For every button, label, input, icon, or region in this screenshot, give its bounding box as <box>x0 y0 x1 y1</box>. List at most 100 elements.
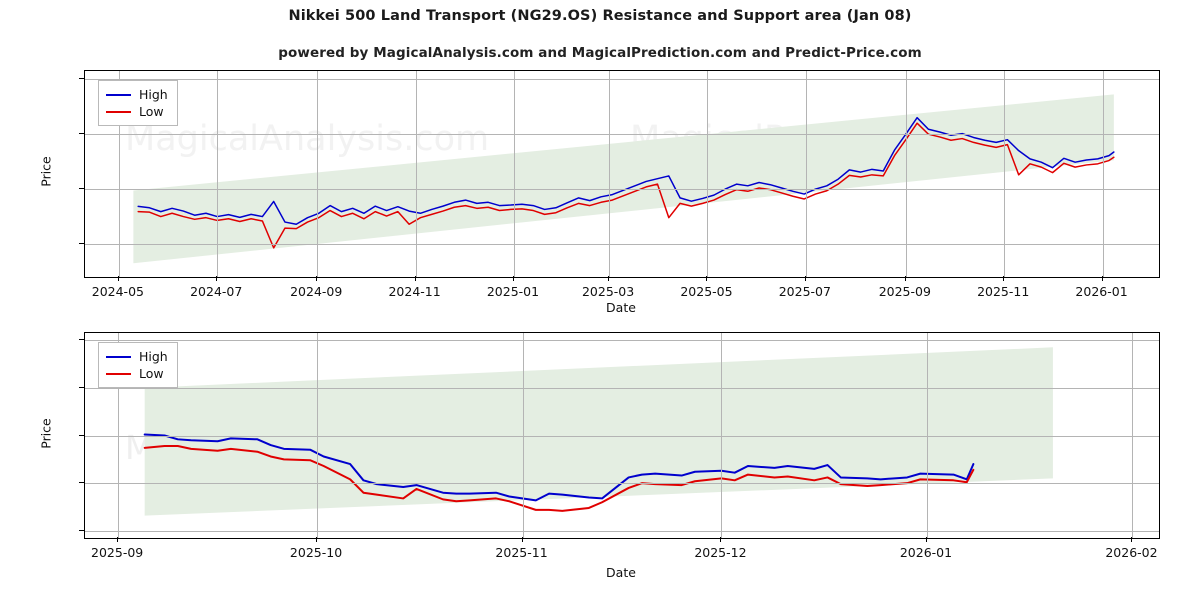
x-axis-tick-label: 2025-05 <box>680 284 733 299</box>
series-line-low <box>143 444 975 512</box>
x-axis-tick-mark <box>1101 276 1103 281</box>
gridline-horizontal <box>85 189 1159 191</box>
x-axis-tick-mark <box>804 276 806 281</box>
legend-label-high: High <box>139 87 168 102</box>
y-axis-tick-mark <box>79 386 84 388</box>
x-axis-tick-mark <box>925 537 927 542</box>
gridline-vertical <box>217 71 219 277</box>
support-resistance-band <box>133 94 1114 264</box>
gridline-vertical <box>118 71 120 277</box>
series-line-high <box>143 433 975 502</box>
gridline-vertical <box>415 71 417 277</box>
zoom-legend[interactable]: High Low <box>98 342 178 388</box>
gridline-vertical <box>513 71 515 277</box>
y-axis-tick-mark <box>79 529 84 531</box>
y-axis-tick-mark <box>79 133 84 135</box>
page-title: Nikkei 500 Land Transport (NG29.OS) Resi… <box>288 8 912 24</box>
gridline-horizontal <box>85 435 1159 437</box>
x-axis-tick-mark <box>1003 276 1005 281</box>
gridline-horizontal <box>85 483 1159 485</box>
x-axis-tick-mark <box>316 537 318 542</box>
x-axis-tick-label: 2025-10 <box>289 545 343 560</box>
x-axis-tick-mark <box>414 276 416 281</box>
x-axis-tick-label: 2025-03 <box>581 284 635 299</box>
x-axis-tick-label: 2026-02 <box>1105 545 1158 560</box>
zoom-y-axis-label: Price <box>38 417 54 449</box>
gridline-horizontal <box>85 340 1159 342</box>
x-axis-tick-mark <box>216 276 218 281</box>
x-axis-tick-mark <box>512 276 514 281</box>
x-axis-tick-mark <box>706 276 708 281</box>
series-line-low <box>137 122 1115 249</box>
x-axis-tick-mark <box>117 276 119 281</box>
gridline-vertical <box>905 71 907 277</box>
x-axis-tick-mark <box>720 537 722 542</box>
legend-label-high: High <box>139 349 168 364</box>
overview-y-axis-label: Price <box>38 156 54 187</box>
x-axis-tick-label: 2024-07 <box>190 284 243 299</box>
x-axis-tick-mark <box>117 537 119 542</box>
legend-swatch-high <box>106 93 131 96</box>
zoom-series-svg <box>143 347 1053 516</box>
y-axis-tick-mark <box>79 188 84 190</box>
legend-item-high: High <box>106 348 168 365</box>
x-axis-tick-label: 2025-07 <box>778 284 831 299</box>
legend-item-low: Low <box>106 103 168 120</box>
gridline-horizontal <box>85 134 1159 136</box>
legend-swatch-low <box>106 372 131 375</box>
overview-series-svg <box>133 94 1115 264</box>
legend-swatch-low <box>106 110 131 113</box>
gridline-vertical <box>1004 71 1006 277</box>
watermark-magicalanalysis: MagicalAnalysis.com <box>125 119 490 159</box>
x-axis-tick-mark <box>608 276 610 281</box>
x-axis-tick-mark <box>521 537 523 542</box>
gridline-horizontal <box>85 530 1159 532</box>
overview-legend[interactable]: High Low <box>98 80 178 126</box>
zoom-x-axis-label: Date <box>606 565 636 580</box>
y-axis-tick-mark <box>79 339 84 341</box>
gridline-vertical <box>805 71 807 277</box>
gridline-vertical <box>609 71 611 277</box>
overview-plot-area: MagicalAnalysis.com MagicalPrediction.co… <box>84 70 1160 278</box>
legend-item-low: Low <box>106 365 168 382</box>
gridline-vertical <box>118 333 120 538</box>
legend-swatch-high <box>106 355 131 358</box>
y-axis-tick-mark <box>79 434 84 436</box>
y-axis-tick-mark <box>79 482 84 484</box>
y-axis-tick-mark <box>79 243 84 245</box>
zoom-plot-area: MagicalAnalysis.com MagicalPrediction.co… <box>84 332 1160 539</box>
overview-x-axis-label: Date <box>606 300 636 315</box>
gridline-vertical <box>926 333 928 538</box>
y-axis-tick-mark <box>79 78 84 80</box>
gridline-horizontal <box>85 79 1159 81</box>
legend-item-high: High <box>106 86 168 103</box>
x-axis-tick-label: 2024-05 <box>91 284 144 299</box>
x-axis-tick-label: 2025-09 <box>91 545 144 560</box>
gridline-vertical <box>1102 71 1104 277</box>
x-axis-tick-label: 2026-01 <box>1075 284 1128 299</box>
gridline-horizontal <box>85 387 1159 389</box>
legend-label-low: Low <box>139 366 164 381</box>
gridline-vertical <box>1132 333 1134 538</box>
gridline-vertical <box>707 71 709 277</box>
x-axis-tick-label: 2025-01 <box>486 284 540 299</box>
x-axis-tick-label: 2024-11 <box>388 284 441 299</box>
support-resistance-band <box>144 347 1053 516</box>
gridline-vertical <box>317 333 319 538</box>
x-axis-tick-label: 2025-12 <box>694 545 747 560</box>
x-axis-tick-label: 2025-11 <box>495 545 548 560</box>
x-axis-tick-label: 2024-09 <box>290 284 343 299</box>
legend-label-low: Low <box>139 104 164 119</box>
gridline-vertical <box>522 333 524 538</box>
gridline-vertical <box>721 333 723 538</box>
gridline-vertical <box>317 71 319 277</box>
x-axis-tick-label: 2025-09 <box>878 284 931 299</box>
x-axis-tick-label: 2026-01 <box>899 545 953 560</box>
x-axis-tick-label: 2025-11 <box>977 284 1030 299</box>
x-axis-tick-mark <box>1131 537 1133 542</box>
gridline-horizontal <box>85 244 1159 246</box>
x-axis-tick-mark <box>904 276 906 281</box>
x-axis-tick-mark <box>316 276 318 281</box>
page-subtitle: powered by MagicalAnalysis.com and Magic… <box>278 45 922 61</box>
